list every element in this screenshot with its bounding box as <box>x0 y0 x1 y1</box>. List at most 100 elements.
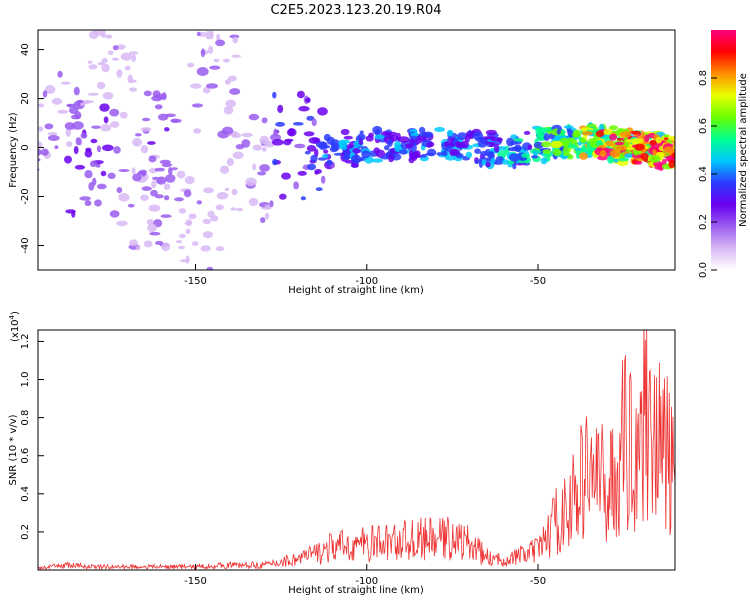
heatmap-cell <box>387 139 393 147</box>
spectrogram-panel: -150 -100 -50 40 20 0 -20 -40 Height of straig… <box>8 29 696 296</box>
heatmap-cell <box>143 90 152 97</box>
heatmap-cell <box>66 103 76 107</box>
heatmap-cell <box>609 133 618 141</box>
heatmap-cell <box>91 125 101 129</box>
heatmap-cell <box>689 161 694 164</box>
heatmap-cell <box>595 130 605 138</box>
heatmap-cell <box>479 151 488 156</box>
heatmap-cell <box>75 137 82 146</box>
heatmap-cell <box>135 245 141 251</box>
heatmap-cell <box>65 127 72 137</box>
heatmap-cell <box>580 139 587 144</box>
heatmap-cell <box>617 137 622 141</box>
snr-series-line <box>38 330 675 570</box>
heatmap-cell <box>231 188 238 196</box>
heatmap-cell <box>229 88 241 95</box>
heatmap-cell <box>116 187 123 194</box>
y-tick-label: 20 <box>20 92 31 105</box>
heatmap-cell <box>359 130 364 135</box>
heatmap-cell <box>418 126 426 134</box>
heatmap-cell <box>225 99 236 108</box>
heatmap-cell <box>485 129 497 136</box>
snr-x-label: Height of straight line (km) <box>288 585 424 596</box>
heatmap-cell <box>64 122 75 130</box>
heatmap-cell <box>307 163 317 171</box>
heatmap-cell <box>157 113 169 121</box>
heatmap-cell <box>384 145 390 151</box>
heatmap-cell <box>465 151 473 158</box>
heatmap-cell <box>540 157 548 165</box>
heatmap-cell <box>527 144 533 150</box>
heatmap-cell <box>599 149 607 157</box>
heatmap-cell <box>677 143 686 148</box>
heatmap-cell <box>73 146 79 155</box>
heatmap-cell <box>574 147 583 151</box>
heatmap-cell <box>614 141 625 146</box>
heatmap-cell <box>685 154 695 158</box>
heatmap-cell <box>567 144 578 149</box>
heatmap-cell <box>680 163 692 169</box>
heatmap-cell <box>436 152 443 156</box>
snr-x-ticks: -150 -100 -50 <box>184 564 546 587</box>
heatmap-cell <box>112 45 119 51</box>
heatmap-cell <box>323 149 329 154</box>
heatmap-cell <box>203 187 214 194</box>
spectrogram-x-ticks: -150 -100 -50 <box>184 264 546 287</box>
heatmap-cell <box>686 140 693 144</box>
heatmap-cell <box>131 54 136 63</box>
heatmap-cell <box>260 217 266 224</box>
heatmap-cell <box>38 141 43 149</box>
heatmap-cell <box>140 145 149 154</box>
heatmap-cell <box>219 165 230 174</box>
colorbar-ticks: 0.0 0.2 0.4 0.6 0.8 <box>698 70 717 278</box>
heatmap-cell <box>200 245 211 252</box>
y-tick-label: 0.4 <box>20 486 31 502</box>
heatmap-cell <box>418 132 431 138</box>
heatmap-cell <box>222 58 230 63</box>
heatmap-cell <box>231 54 242 58</box>
heatmap-cell <box>670 136 675 141</box>
heatmap-cell <box>371 158 383 163</box>
heatmap-cell <box>120 52 133 61</box>
heatmap-cell <box>346 144 354 149</box>
y-tick-label: 0.8 <box>20 410 31 426</box>
heatmap-cell <box>118 169 130 172</box>
heatmap-cell <box>96 183 107 190</box>
heatmap-cell <box>384 131 391 136</box>
heatmap-cell <box>143 240 153 248</box>
heatmap-cell <box>101 63 110 73</box>
heatmap-cell <box>154 194 164 199</box>
heatmap-cell <box>631 154 644 159</box>
heatmap-cell <box>664 134 669 138</box>
heatmap-cell <box>127 74 134 84</box>
heatmap-cell <box>404 143 414 149</box>
y-tick-label: 1.2 <box>20 333 31 349</box>
heatmap-cell <box>230 207 237 211</box>
heatmap-cell <box>80 132 88 139</box>
heatmap-cell <box>315 187 323 192</box>
heatmap-cell <box>541 141 552 148</box>
heatmap-cell <box>129 87 138 92</box>
heatmap-cell <box>200 48 206 58</box>
heatmap-cell <box>141 186 152 191</box>
heatmap-cell <box>248 113 260 121</box>
heatmap-cell <box>495 156 504 163</box>
heatmap-cell <box>427 141 435 148</box>
heatmap-cell <box>142 117 151 122</box>
heatmap-cell <box>193 128 202 134</box>
heatmap-cell <box>269 200 274 208</box>
heatmap-cell <box>169 281 181 284</box>
heatmap-cell <box>691 138 696 145</box>
heatmap-cell <box>477 139 488 148</box>
heatmap-cell <box>284 138 294 142</box>
heatmap-cell <box>129 239 138 247</box>
heatmap-cell <box>310 154 318 162</box>
heatmap-cell <box>358 139 364 146</box>
heatmap-cell <box>205 30 213 40</box>
heatmap-cell <box>501 159 510 165</box>
heatmap-cell <box>191 241 199 246</box>
snr-y-ticks: 0.2 0.4 0.6 0.8 1.0 1.2 <box>20 333 44 540</box>
heatmap-cell <box>102 144 114 152</box>
heatmap-cell <box>154 167 165 172</box>
